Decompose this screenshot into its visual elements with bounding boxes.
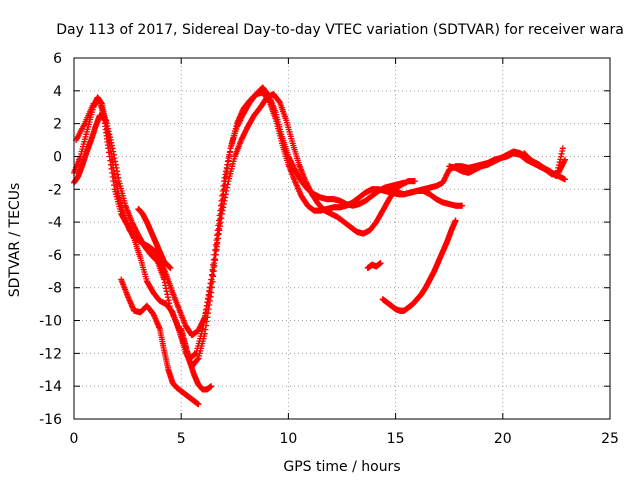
data-point [213, 247, 220, 254]
data-point [208, 276, 215, 283]
y-tick-label: -4 [48, 215, 62, 231]
data-point [221, 197, 228, 204]
data-point [104, 122, 111, 129]
y-tick-label: -10 [39, 314, 62, 330]
y-tick-label: -2 [48, 182, 62, 198]
data-point [218, 210, 225, 217]
data-point [105, 149, 112, 156]
y-tick-labels: 6 4 2 0 -2 -4 -6 -8 -10 -12 -14 -16 [39, 51, 62, 428]
series-arc-i [388, 150, 568, 198]
y-tick-label: 4 [53, 84, 62, 100]
data-point [204, 302, 211, 309]
data-point [226, 153, 233, 160]
x-axis-title: GPS time / hours [283, 459, 400, 475]
x-tick-label: 5 [177, 431, 186, 447]
data-point [223, 187, 230, 194]
data-point [411, 178, 418, 185]
y-tick-label: -6 [48, 248, 62, 264]
data-point [167, 265, 174, 271]
data-point [108, 142, 115, 149]
series-arc-c [71, 91, 418, 362]
data-point [130, 223, 137, 229]
data-point [111, 155, 118, 162]
data-point [110, 148, 117, 155]
data-point [554, 170, 560, 177]
data-point [202, 326, 209, 333]
data-point [377, 260, 384, 267]
x-tick-label: 25 [601, 431, 619, 447]
data-point [114, 171, 121, 178]
data-point [215, 231, 222, 238]
y-tick-label: -14 [39, 379, 62, 395]
plot-frame [73, 57, 611, 420]
data-point [221, 174, 228, 181]
data-point [559, 145, 566, 152]
data-point [224, 181, 231, 188]
x-tick-label: 10 [279, 431, 297, 447]
series-arc-k [521, 145, 566, 180]
series-arc-f [135, 206, 174, 271]
data-point [166, 303, 173, 310]
data-point [161, 276, 167, 283]
data-point [108, 165, 115, 172]
data-point [214, 239, 221, 246]
series-arc-d [118, 276, 202, 408]
data-point [105, 128, 112, 135]
data-point [560, 160, 566, 167]
x-tick-labels: 0 5 10 15 20 25 [70, 431, 619, 447]
x-tick-label: 0 [70, 431, 79, 447]
data-point [555, 164, 562, 171]
data-point [459, 202, 466, 209]
data-point [452, 217, 459, 224]
data-point [194, 356, 201, 363]
data-point [224, 161, 231, 168]
data-point [127, 228, 134, 235]
data-point [164, 294, 171, 301]
y-tick-label: 6 [53, 51, 62, 67]
x-tick-label: 20 [494, 431, 512, 447]
data-point [210, 273, 217, 280]
data-point [558, 150, 565, 157]
series-arc-g [379, 217, 459, 314]
data-point [200, 319, 207, 326]
y-axis-title: SDTVAR / TECUs [7, 183, 23, 298]
data-point [220, 183, 227, 189]
data-point [209, 268, 216, 275]
data-point [217, 219, 224, 226]
data-point [112, 161, 119, 168]
data-point [110, 178, 117, 185]
series-arc-h [364, 260, 384, 271]
y-tick-label: -16 [39, 412, 62, 428]
data-point [107, 157, 114, 164]
data-marks [71, 84, 568, 408]
data-point [162, 282, 169, 289]
data-point [196, 324, 203, 331]
data-point [195, 401, 202, 408]
data-point [206, 288, 213, 295]
data-point [205, 296, 212, 303]
data-point [556, 159, 563, 166]
x-tick-label: 15 [387, 431, 405, 447]
data-point [562, 176, 568, 183]
y-tick-label: -12 [39, 346, 62, 362]
axis-ticks [73, 57, 611, 420]
data-point [211, 260, 218, 267]
y-tick-label: 0 [53, 149, 62, 165]
y-tick-label: -8 [48, 281, 62, 297]
series-arc-b [73, 89, 466, 370]
data-point [199, 325, 206, 332]
data-point [163, 288, 170, 295]
y-tick-label: 2 [53, 117, 62, 133]
data-point [107, 134, 113, 141]
data-point [208, 383, 215, 390]
data-point [561, 158, 568, 164]
chart-title: Day 113 of 2017, Sidereal Day-to-day VTE… [56, 22, 624, 38]
data-point [202, 312, 209, 319]
data-point [220, 204, 227, 211]
series-arc-e [178, 325, 215, 393]
